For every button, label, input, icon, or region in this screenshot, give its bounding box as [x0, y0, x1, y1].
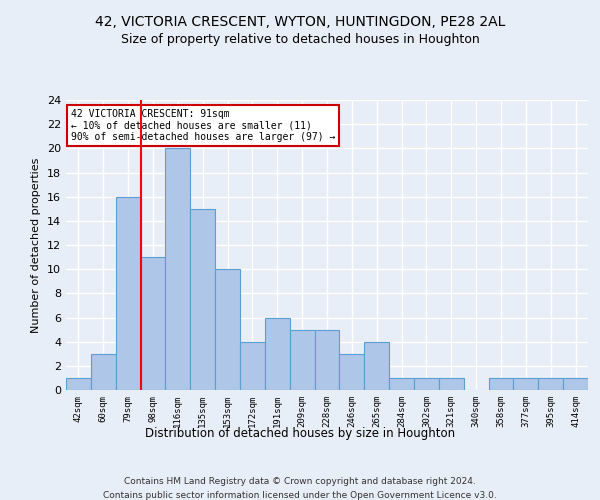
Bar	[240, 342, 265, 390]
Bar	[514, 378, 538, 390]
Bar	[340, 354, 364, 390]
Text: Distribution of detached houses by size in Houghton: Distribution of detached houses by size …	[145, 428, 455, 440]
Text: 42 VICTORIA CRESCENT: 91sqm
← 10% of detached houses are smaller (11)
90% of sem: 42 VICTORIA CRESCENT: 91sqm ← 10% of det…	[71, 108, 335, 142]
Bar	[166, 148, 190, 390]
Text: Contains HM Land Registry data © Crown copyright and database right 2024.: Contains HM Land Registry data © Crown c…	[124, 478, 476, 486]
Bar	[389, 378, 414, 390]
Bar	[314, 330, 340, 390]
Bar	[290, 330, 314, 390]
Bar	[140, 257, 166, 390]
Bar	[439, 378, 464, 390]
Bar	[190, 209, 215, 390]
Text: Size of property relative to detached houses in Houghton: Size of property relative to detached ho…	[121, 32, 479, 46]
Bar	[538, 378, 563, 390]
Text: Contains public sector information licensed under the Open Government Licence v3: Contains public sector information licen…	[103, 491, 497, 500]
Bar	[91, 354, 116, 390]
Bar	[215, 269, 240, 390]
Bar	[563, 378, 588, 390]
Bar	[265, 318, 290, 390]
Bar	[66, 378, 91, 390]
Bar	[364, 342, 389, 390]
Y-axis label: Number of detached properties: Number of detached properties	[31, 158, 41, 332]
Bar	[414, 378, 439, 390]
Bar	[488, 378, 514, 390]
Text: 42, VICTORIA CRESCENT, WYTON, HUNTINGDON, PE28 2AL: 42, VICTORIA CRESCENT, WYTON, HUNTINGDON…	[95, 15, 505, 29]
Bar	[116, 196, 140, 390]
